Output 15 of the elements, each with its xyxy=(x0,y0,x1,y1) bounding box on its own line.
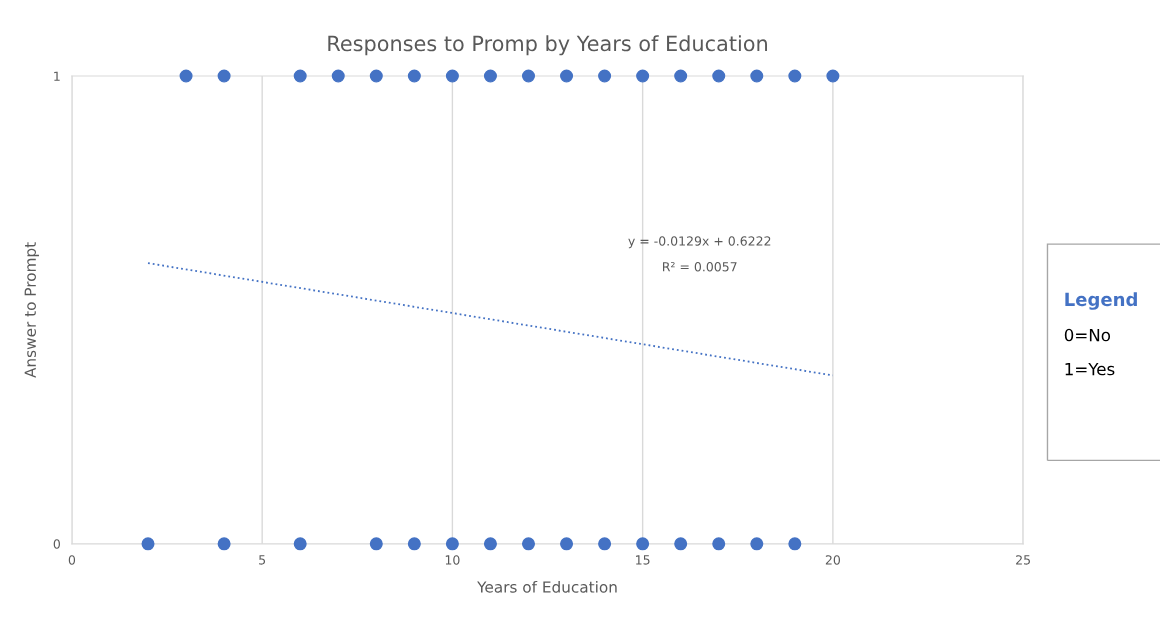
chart-title: Responses to Promp by Years of Education xyxy=(328,35,767,56)
annotation: R² = 0.0057 xyxy=(663,261,737,272)
x-tick-label: 20 xyxy=(825,555,840,565)
annotation: y = -0.0129x + 0.6222 xyxy=(628,236,771,249)
x-tick-label: 25 xyxy=(1016,555,1030,565)
x-tick-label: 10 xyxy=(445,555,460,565)
x-axis-title: Years of Education xyxy=(477,580,617,593)
text: 1=Yes xyxy=(1065,362,1115,376)
x-tick-label: 0 xyxy=(68,555,76,565)
y-tick-label: 1 xyxy=(54,71,60,81)
x-tick-label: 15 xyxy=(636,555,650,565)
y-axis-title: Answer to Prompt xyxy=(24,242,39,378)
x-tick-label: 5 xyxy=(259,555,266,565)
text: Legend xyxy=(1065,292,1137,310)
text: 0=No xyxy=(1064,328,1111,342)
